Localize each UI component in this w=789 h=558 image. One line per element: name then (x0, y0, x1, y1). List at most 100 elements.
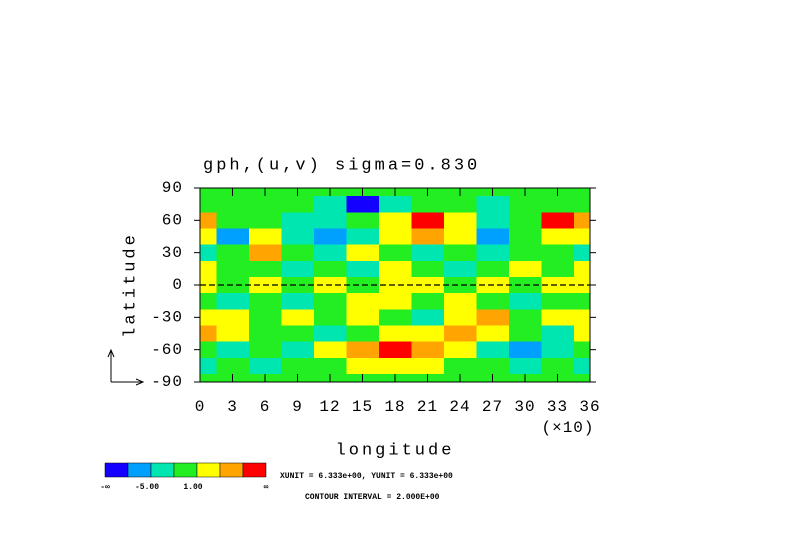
field-cell (248, 212, 282, 229)
field-cell (476, 341, 510, 359)
unit-note: XUNIT = 6.333e+00, YUNIT = 6.333e+00 (280, 472, 453, 481)
field-cell (200, 276, 217, 294)
field-cell (200, 244, 217, 262)
colorbar-swatch (219, 462, 244, 478)
field-cell (313, 244, 347, 262)
field-cell (541, 244, 575, 262)
field-cell (216, 228, 250, 246)
field-cell (281, 325, 315, 343)
field-cell (411, 228, 445, 246)
field-cell (378, 212, 412, 229)
x-tick-label: 30 (514, 398, 535, 416)
x-tick-label: 36 (579, 398, 600, 416)
field-cell (313, 228, 347, 246)
field-cell (541, 325, 575, 343)
field-cell (378, 357, 412, 375)
x-tick-label: 6 (260, 398, 271, 416)
field-cell (346, 228, 380, 246)
field-cell (573, 341, 591, 359)
field-cell (378, 309, 412, 326)
field-cell (313, 196, 347, 213)
field-cell (411, 196, 445, 213)
field-cell (200, 357, 217, 375)
colorbar-swatch (196, 462, 221, 478)
field-cell (248, 293, 282, 310)
field-cell (216, 341, 250, 359)
field-cell (573, 244, 591, 262)
field-cell (443, 341, 477, 359)
y-tick-label: 60 (162, 212, 183, 230)
field-cell (443, 293, 477, 310)
vector-scale (107, 348, 145, 386)
field-cell (313, 212, 347, 229)
field-cell (508, 228, 542, 246)
colorbar-label: -∞ (100, 483, 110, 492)
field-cell (248, 260, 282, 278)
field-cell (281, 357, 315, 375)
field-cell (200, 260, 217, 278)
colorbar-swatch (104, 462, 129, 478)
field-cell (476, 244, 510, 262)
x-tick-label: 3 (227, 398, 238, 416)
y-tick-label: 30 (162, 244, 183, 262)
field-cell (200, 188, 217, 197)
field-cell (281, 212, 315, 229)
field-cell (200, 196, 217, 213)
field-cell (346, 244, 380, 262)
x-tick-label: 18 (384, 398, 405, 416)
field-cell (411, 309, 445, 326)
field-cell (573, 228, 591, 246)
field-cell (411, 260, 445, 278)
x-tick-label: 15 (352, 398, 373, 416)
field-cell (281, 309, 315, 326)
field-cell (443, 244, 477, 262)
field-cell (378, 260, 412, 278)
field-cell (346, 196, 380, 213)
field-cell (346, 212, 380, 229)
field-cell (281, 196, 315, 213)
contour-note: CONTOUR INTERVAL = 2.000E+00 (305, 493, 440, 502)
field-cell (281, 244, 315, 262)
field-cell (313, 309, 347, 326)
field-cell (508, 196, 542, 213)
field-cell (476, 228, 510, 246)
field-cell (541, 228, 575, 246)
field-cell (443, 228, 477, 246)
field-cell (200, 212, 217, 229)
field-cell (216, 244, 250, 262)
field-cell (281, 276, 315, 294)
field-cell (378, 196, 412, 213)
field-cell (378, 244, 412, 262)
field-cell (200, 373, 217, 383)
field-cell (411, 357, 445, 375)
field-cell (346, 293, 380, 310)
field-cell (200, 228, 217, 246)
field-cell (216, 357, 250, 375)
x-tick-label: 24 (449, 398, 470, 416)
y-tick-label: -90 (151, 373, 183, 391)
field-cell (476, 196, 510, 213)
field-cell (573, 212, 591, 229)
field-cell (216, 293, 250, 310)
field-cell (508, 212, 542, 229)
field-cell (508, 244, 542, 262)
field-cell (346, 325, 380, 343)
field-cell (443, 357, 477, 375)
field-cell (443, 325, 477, 343)
x-tick-label: 27 (482, 398, 503, 416)
field-cell (541, 309, 575, 326)
field-cell (541, 341, 575, 359)
field-cell (200, 293, 217, 310)
field-cell (508, 309, 542, 326)
field-cell (573, 325, 591, 343)
field-cell (476, 357, 510, 375)
field-cell (346, 309, 380, 326)
field-cell (216, 212, 250, 229)
field-cell (411, 325, 445, 343)
field-cell (200, 341, 217, 359)
field-cell (281, 341, 315, 359)
field-cell (443, 212, 477, 229)
x-tick-label: 0 (195, 398, 206, 416)
y-tick-label: 0 (172, 276, 183, 294)
